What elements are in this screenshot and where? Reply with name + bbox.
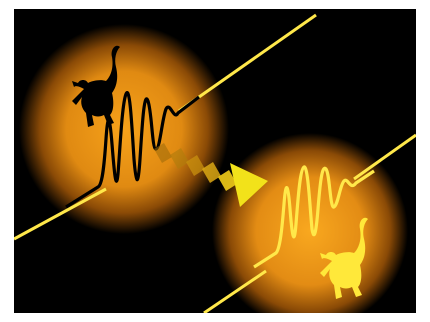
wave-packet-black [65, 90, 200, 209]
source-orb [19, 24, 229, 234]
beam-line-lower-right [353, 133, 416, 181]
illustration-canvas [14, 9, 416, 313]
beam-line-upper-left [14, 187, 107, 241]
black-cat-silhouette [72, 45, 120, 127]
transfer-arrow [154, 143, 268, 207]
beam-line-upper-right [178, 13, 317, 113]
wave-packet-yellow [253, 165, 375, 269]
yellow-cat-silhouette [320, 217, 368, 299]
arrow-head [230, 163, 268, 207]
beam-line-lower-left [203, 269, 267, 313]
illustration-scene [14, 9, 416, 313]
